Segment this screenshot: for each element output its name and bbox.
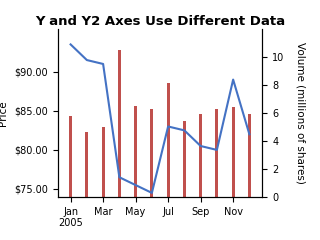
Y-axis label: Price: Price xyxy=(0,100,8,126)
Bar xyxy=(118,50,121,197)
Bar xyxy=(215,109,218,197)
Bar xyxy=(199,114,202,197)
Bar xyxy=(183,121,186,197)
Bar xyxy=(167,84,170,197)
Bar xyxy=(232,107,235,197)
Bar xyxy=(85,132,88,197)
Bar xyxy=(248,114,251,197)
Bar xyxy=(134,106,137,197)
Bar xyxy=(69,116,72,197)
Bar xyxy=(150,109,153,197)
Title: Y and Y2 Axes Use Different Data: Y and Y2 Axes Use Different Data xyxy=(35,15,285,28)
Bar xyxy=(102,127,105,197)
Y-axis label: Volume (millions of shares): Volume (millions of shares) xyxy=(295,42,306,184)
